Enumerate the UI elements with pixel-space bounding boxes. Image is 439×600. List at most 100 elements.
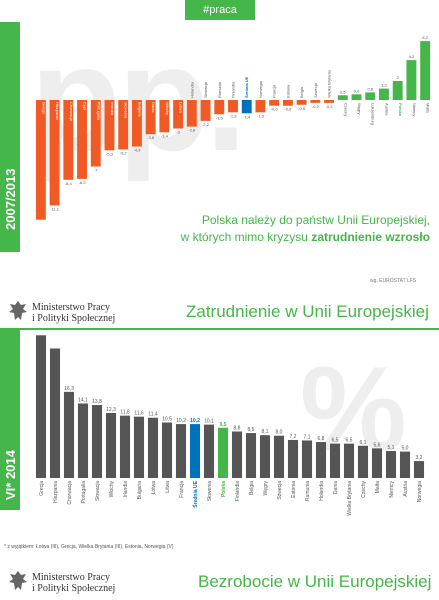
value-label: -2,8	[188, 128, 196, 133]
value-label: 7,2	[290, 434, 297, 440]
value-label: 3,2	[416, 455, 423, 461]
tick-label: Niemcy	[412, 103, 417, 116]
bar	[104, 100, 115, 151]
bar	[245, 433, 257, 478]
bar	[365, 92, 376, 100]
tick-label: Finlandia	[235, 481, 241, 502]
tick-label: Hiszpania	[53, 481, 59, 503]
bar	[282, 100, 293, 106]
bar	[385, 451, 397, 478]
tick-label: Dania	[333, 481, 339, 494]
value-label: 11,6	[134, 411, 144, 417]
ministry-line2-2: i Polityki Społecznej	[32, 583, 116, 594]
footnote: * z wyjątkiem: Łotwa (III), Grecja, Wiel…	[4, 544, 174, 550]
value-label: 8,0	[276, 430, 283, 436]
value-label: 11,4	[148, 412, 158, 418]
bar	[63, 391, 75, 478]
value-label: -0,3	[326, 104, 334, 109]
bar	[406, 60, 417, 100]
period-bar-2	[0, 330, 20, 510]
value-label: -3,4	[161, 133, 169, 138]
value-label: 16,3	[64, 386, 74, 392]
tick-label: Włochy	[109, 481, 115, 498]
value-label: 10,1	[204, 419, 214, 425]
tick-label: Szwecja	[277, 481, 283, 500]
value-label: 5,1	[388, 445, 395, 451]
employment-change-section: 2007/2013 pp. -12,6-11,1-8,4-8,3-7-5,3-5…	[0, 14, 439, 294]
value-label: 5,6	[374, 442, 381, 448]
tick-label: Czechy	[343, 103, 348, 116]
value-label: 6,8	[318, 436, 325, 442]
headline-line2-bold: zatrudnienie wzrosło	[311, 230, 430, 244]
tick-label: Holandia	[189, 81, 194, 98]
employment-change-chart: -12,6 -11,1 -8,4 -8,3 -7 -5,3 -5,2 -4,9 -3,6 -3,4…	[35, 35, 431, 222]
value-label: 9,5	[220, 422, 227, 428]
value-label: -3	[176, 130, 180, 135]
value-label: 7,1	[304, 434, 311, 440]
bar	[301, 440, 313, 478]
value-label: -1,4	[243, 114, 251, 119]
bar	[118, 100, 129, 150]
value-label: 8,5	[248, 427, 255, 433]
tick-label: Bułgaria	[137, 481, 143, 500]
tick-label: Belgia	[249, 481, 255, 495]
bar	[147, 417, 159, 478]
eagle-logo-icon-2	[9, 571, 27, 590]
tick-label: Litwa	[165, 481, 171, 493]
footer-title: Bezrobocie w Unii Europejskiej	[198, 572, 432, 591]
tick-label: Rumunia	[217, 81, 222, 98]
period-label: 2007/2013	[3, 168, 18, 230]
bar	[420, 41, 431, 100]
bar	[228, 100, 238, 113]
value-label: -7	[94, 168, 98, 173]
bar	[255, 100, 266, 113]
value-label: 2	[397, 75, 400, 80]
bar	[269, 100, 280, 106]
tick-label: Wielka Brytania	[347, 481, 353, 516]
value-label: -1,3	[257, 113, 265, 118]
bar	[203, 424, 215, 478]
tick-label: Holandia	[319, 481, 325, 501]
tick-label: Słowacja	[95, 481, 101, 501]
ministry-header: Ministerstwo Pracy i Polityki Społecznej…	[0, 294, 439, 330]
value-label: 6,5	[346, 438, 353, 444]
value-label: 1,2	[381, 83, 387, 88]
bar	[133, 416, 145, 478]
bar	[399, 451, 411, 478]
tick-label: Włochy	[165, 102, 170, 115]
value-label: 10,5	[162, 417, 172, 423]
bar	[343, 443, 355, 478]
value-label: -12,6	[36, 221, 46, 222]
headline-line1: Polska należy do państw Unii Europejskie…	[201, 213, 430, 227]
value-label: 10,2	[176, 418, 186, 424]
value-label: 13,8	[92, 399, 102, 405]
tick-label: Francja	[179, 481, 185, 498]
tick-label: Chorwacja	[69, 102, 74, 122]
ministry-line1: Ministerstwo Pracy	[32, 302, 111, 313]
tick-label: Norwegia	[258, 80, 263, 98]
bar	[49, 100, 60, 206]
hashtag-bar: #praca	[0, 0, 439, 22]
bar	[186, 100, 197, 127]
tick-label: Estonia	[291, 481, 297, 498]
value-label: -2,2	[202, 122, 210, 127]
ministry-line1-2: Ministerstwo Pracy	[32, 572, 111, 583]
bar	[296, 100, 307, 105]
headline: Polska należy do państw Unii Europejskie…	[150, 212, 430, 246]
tick-label: Słowenia	[207, 481, 213, 502]
bar	[379, 88, 389, 100]
value-label: -1,5	[216, 115, 224, 120]
tick-label: Malta	[426, 103, 431, 114]
tick-label: Austria	[403, 481, 409, 497]
tick-label: Grecja	[39, 481, 45, 496]
bar	[49, 348, 61, 478]
bar	[175, 424, 187, 478]
value-label: 0,8	[367, 86, 373, 91]
bar	[105, 412, 117, 478]
bar	[159, 100, 170, 133]
value-label: 6,5	[332, 438, 339, 444]
tick-label: Szwecja	[313, 82, 318, 98]
bar	[259, 435, 271, 478]
value-label: -0,6	[271, 107, 279, 112]
tick-label: Słowacja	[203, 81, 208, 98]
